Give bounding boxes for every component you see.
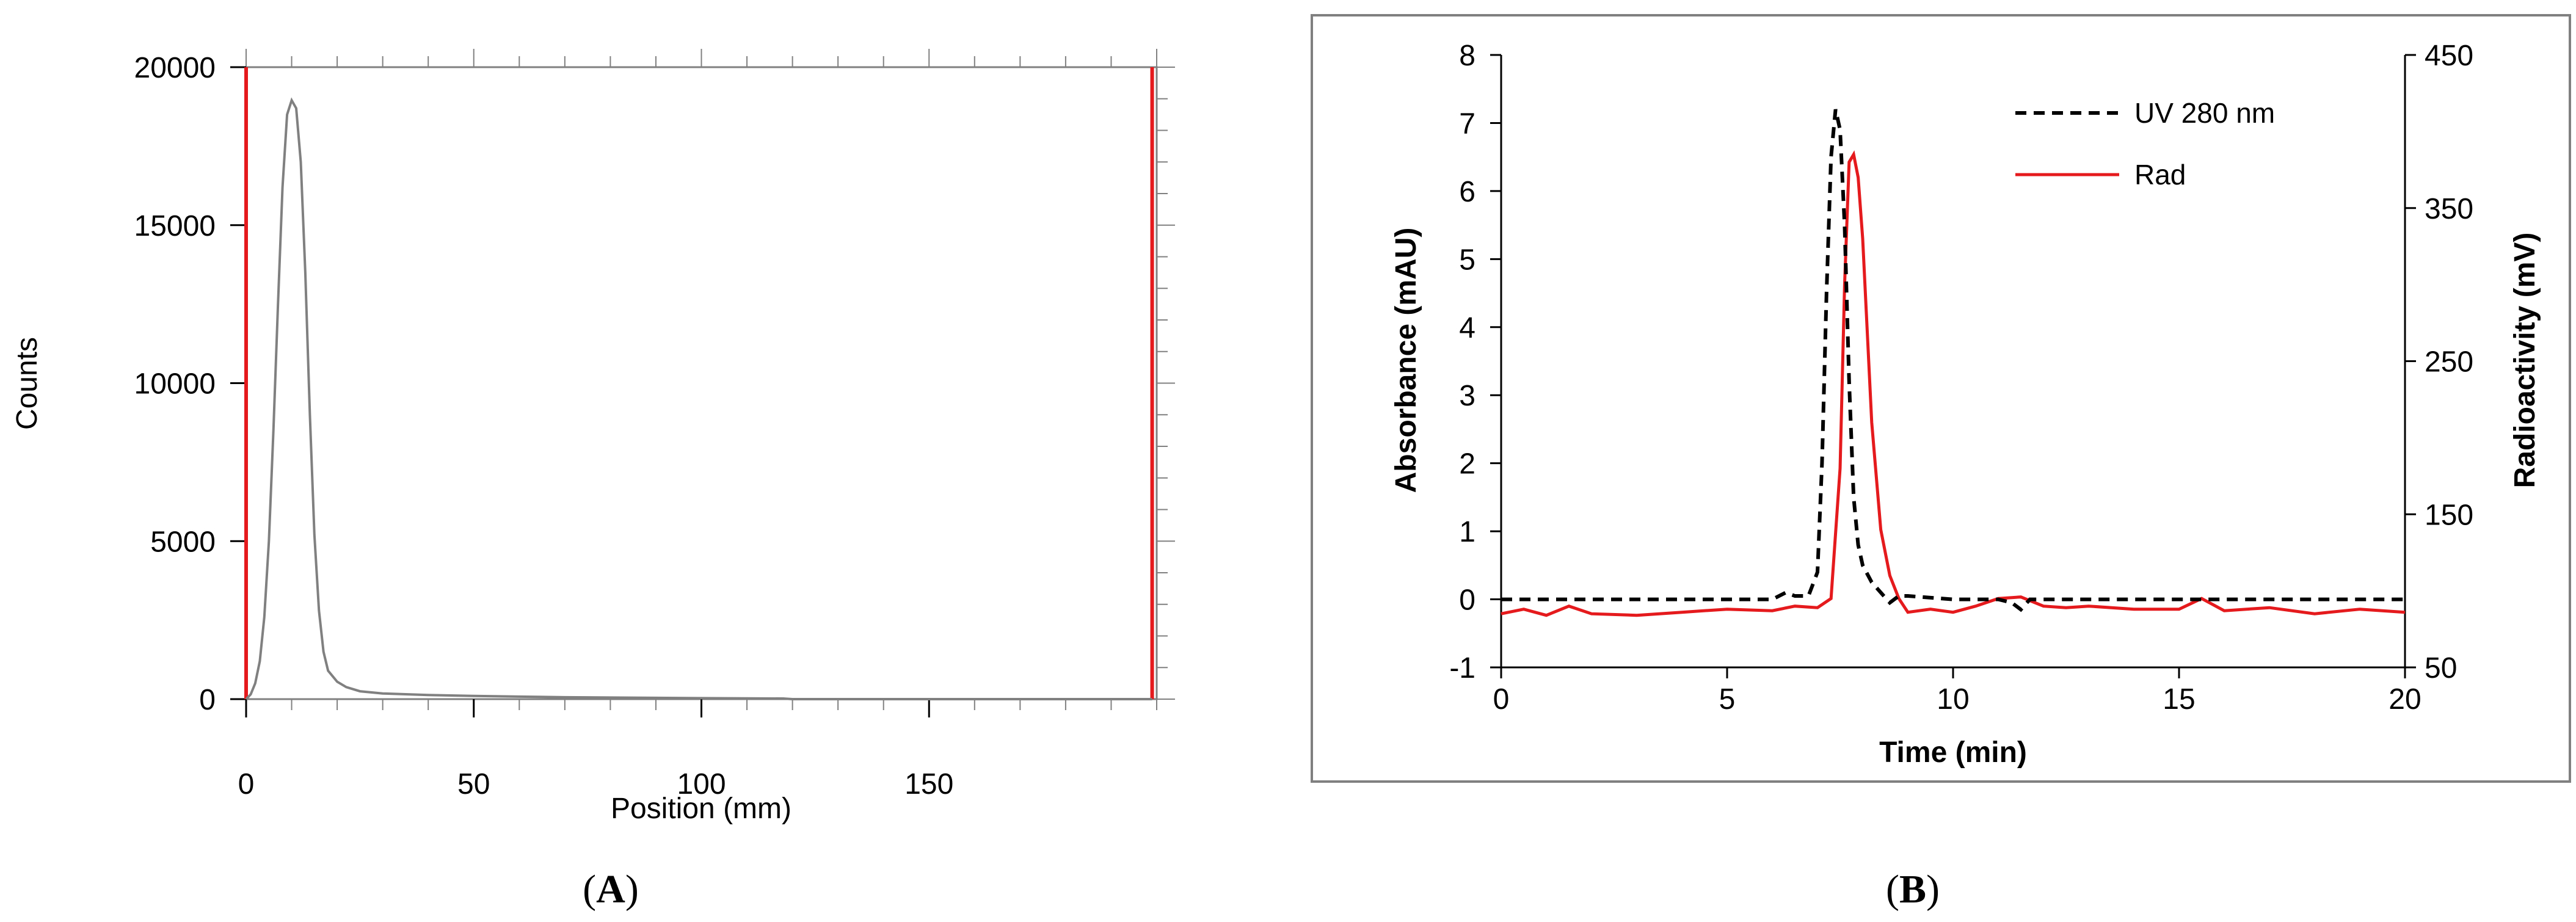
a-y-tick-label: 0 — [199, 684, 216, 716]
b-y-tick-label: 5 — [1459, 244, 1475, 276]
panel-label-a-close: ) — [625, 867, 639, 912]
panel-label-b-close: ) — [1926, 867, 1940, 912]
panel-label-b: (B) — [1886, 867, 1940, 912]
panel-b-y-tick-labels: -1 0 1 2 3 4 5 6 7 8 — [1449, 40, 1475, 684]
panel-a-chart: 0 5000 10000 15000 20000 0 50 100 150 Counts Po… — [11, 49, 1175, 825]
b-y-tick-label: 3 — [1459, 380, 1475, 412]
b-x-tick-label: 20 — [2389, 683, 2421, 716]
a-x-tick-label: 150 — [904, 768, 953, 800]
a-y-tick-label: 20000 — [134, 52, 216, 84]
legend-uv-label: UV 280 nm — [2134, 97, 2275, 129]
b-y2-tick-label: 150 — [2425, 499, 2473, 531]
panel-label-b-letter: B — [1899, 867, 1926, 912]
b-y-tick-label: 4 — [1459, 312, 1475, 344]
b-x-tick-label: 15 — [2163, 683, 2195, 716]
panel-a-right-ticks — [1157, 67, 1175, 700]
panel-b-legend: UV 280 nm Rad — [2015, 97, 2275, 191]
panel-b-y-axis-label: Absorbance (mAU) — [1390, 228, 1422, 493]
panel-label-a-open: ( — [583, 867, 596, 912]
a-x-tick-label: 0 — [238, 768, 255, 800]
panel-b-axes — [1490, 54, 2416, 678]
panel-a-counts-trace — [245, 97, 1152, 700]
panel-b-uv-line — [1501, 109, 2405, 612]
b-y-tick-label: 6 — [1459, 176, 1475, 208]
a-y-tick-label: 5000 — [150, 526, 216, 558]
legend-rad-label: Rad — [2134, 159, 2186, 191]
panel-a-x-axis-label: Position (mm) — [611, 793, 791, 825]
panel-a-y-tick-labels: 0 5000 10000 15000 20000 — [134, 52, 216, 716]
panel-a-boundary-markers — [244, 67, 1154, 699]
b-x-tick-label: 0 — [1493, 683, 1510, 716]
b-y2-tick-label: 50 — [2425, 652, 2457, 684]
panel-a-y-axis-label: Counts — [11, 337, 43, 430]
a-y-tick-label: 10000 — [134, 368, 216, 401]
panel-a-axis-ticks — [230, 66, 930, 717]
b-y-tick-label: -1 — [1449, 652, 1475, 684]
panel-label-a-letter: A — [596, 867, 625, 912]
panel-b-rad-line — [1501, 150, 2406, 617]
b-y-tick-label: 0 — [1459, 584, 1475, 617]
panel-b-y2-tick-labels: 50 150 250 350 450 — [2425, 40, 2473, 684]
panel-b-y2-axis-label: Radioactivity (mV) — [2509, 233, 2541, 488]
b-x-tick-label: 5 — [1719, 683, 1736, 716]
panel-b-frame — [1311, 14, 2571, 783]
b-y-tick-label: 8 — [1459, 40, 1475, 72]
b-y2-tick-label: 450 — [2425, 40, 2473, 72]
a-y-tick-label: 15000 — [134, 210, 216, 242]
b-y-tick-label: 1 — [1459, 516, 1475, 548]
b-y-tick-label: 2 — [1459, 448, 1475, 481]
panel-label-a: (A) — [583, 867, 639, 912]
panel-a-plot-area — [245, 66, 1158, 700]
b-y-tick-label: 7 — [1459, 107, 1475, 140]
b-y2-tick-label: 350 — [2425, 193, 2473, 225]
a-x-tick-label: 50 — [457, 768, 490, 800]
a-x-tick-label: 100 — [677, 768, 726, 800]
panel-a-x-tick-labels: 0 50 100 150 — [238, 768, 954, 800]
panel-b-x-tick-labels: 0 5 10 15 20 — [1493, 683, 2421, 716]
b-y2-tick-label: 250 — [2425, 346, 2473, 379]
panel-label-b-open: ( — [1886, 867, 1899, 912]
panel-b-chart: -1 0 1 2 3 4 5 6 7 8 50 150 250 350 450 0 5 10 15 20 UV 2… — [1311, 14, 2571, 783]
b-x-tick-label: 10 — [1937, 683, 1969, 716]
panel-b-x-axis-label: Time (min) — [1879, 736, 2027, 769]
